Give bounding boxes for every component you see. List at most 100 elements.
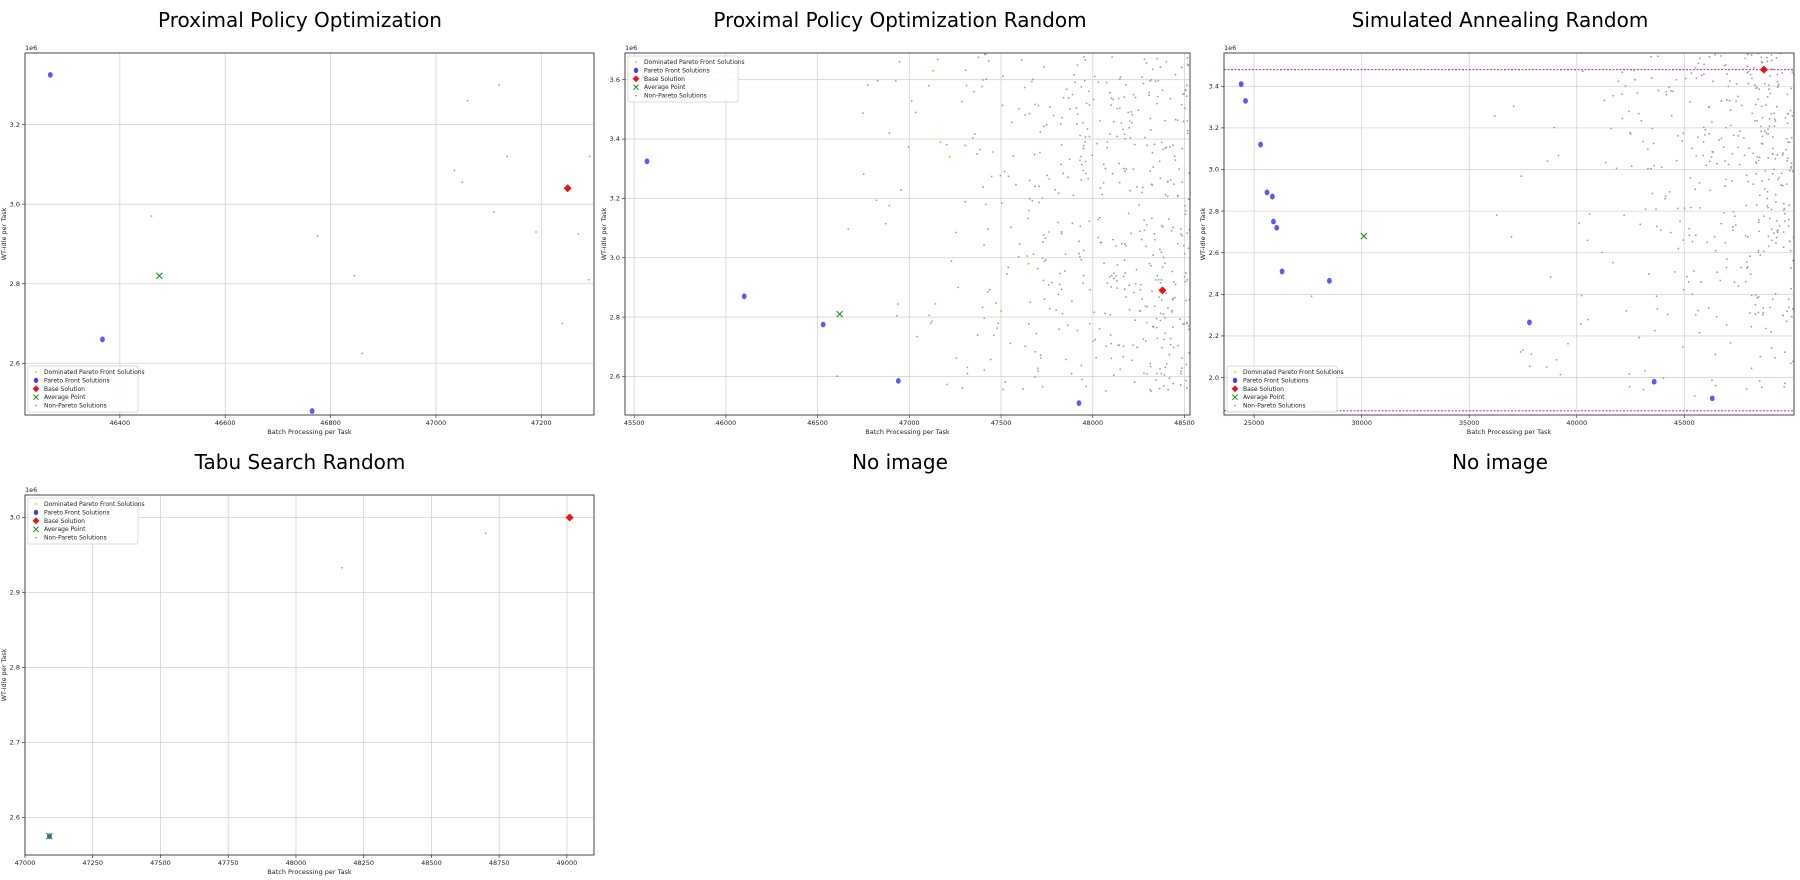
non-pareto-point xyxy=(1683,207,1686,210)
non-pareto-point xyxy=(1158,248,1161,251)
non-pareto-point xyxy=(1788,240,1791,243)
non-pareto-point xyxy=(1162,226,1164,228)
non-pareto-point xyxy=(1184,88,1187,91)
non-pareto-point xyxy=(1159,281,1162,284)
non-pareto-point xyxy=(1765,56,1768,59)
non-pareto-point xyxy=(1059,272,1062,275)
non-pareto-point xyxy=(1078,240,1081,243)
non-pareto-point xyxy=(1163,374,1166,376)
non-pareto-point xyxy=(1754,313,1757,315)
non-pareto-point xyxy=(1776,229,1779,232)
non-pareto-point xyxy=(1158,296,1161,298)
non-pareto-point xyxy=(1115,245,1117,247)
non-pareto-point xyxy=(1164,366,1167,369)
non-pareto-point xyxy=(1731,229,1734,232)
non-pareto-point xyxy=(1184,107,1186,110)
non-pareto-point xyxy=(1758,219,1760,221)
non-pareto-point xyxy=(1757,249,1760,252)
y-tick-label: 3.2 xyxy=(1209,124,1219,132)
non-pareto-point xyxy=(1702,141,1705,143)
non-pareto-point xyxy=(1778,224,1781,227)
non-pareto-point xyxy=(1688,234,1691,237)
non-pareto-point xyxy=(1782,202,1785,205)
non-pareto-point xyxy=(1756,296,1759,299)
non-pareto-point xyxy=(561,322,564,325)
x-tick-label: 47500 xyxy=(991,419,1012,427)
non-pareto-point xyxy=(1109,313,1112,316)
non-pareto-point xyxy=(1732,210,1735,213)
non-pareto-point xyxy=(1151,290,1153,293)
non-pareto-point xyxy=(1085,102,1088,105)
non-pareto-point xyxy=(1774,356,1776,359)
non-pareto-point xyxy=(1760,386,1763,389)
non-pareto-point xyxy=(1159,367,1161,370)
pareto-point xyxy=(1243,97,1248,104)
non-pareto-point xyxy=(1047,283,1050,286)
non-pareto-point xyxy=(1708,55,1711,58)
base-solution-point xyxy=(565,513,574,522)
non-pareto-point xyxy=(1628,373,1631,375)
non-pareto-point xyxy=(1770,330,1773,333)
non-pareto-point xyxy=(1109,91,1111,94)
non-pareto-point xyxy=(1787,218,1790,221)
non-pareto-point xyxy=(1186,387,1188,390)
non-pareto-point xyxy=(1156,337,1159,340)
y-tick-label: 2.6 xyxy=(1209,249,1219,257)
non-pareto-point xyxy=(1139,230,1141,233)
non-pareto-point xyxy=(1150,265,1152,267)
non-pareto-point xyxy=(1759,254,1762,257)
non-pareto-point xyxy=(1116,287,1119,290)
non-pareto-point xyxy=(1116,135,1119,138)
non-pareto-point xyxy=(1034,376,1036,379)
non-pareto-point xyxy=(1068,158,1071,161)
non-pareto-point xyxy=(1546,160,1549,163)
non-pareto-point xyxy=(1155,372,1158,375)
non-pareto-point xyxy=(1111,172,1114,175)
non-pareto-point xyxy=(1139,283,1142,286)
non-pareto-point xyxy=(1040,357,1042,359)
non-pareto-point xyxy=(1785,138,1788,140)
non-pareto-point xyxy=(1578,222,1580,225)
non-pareto-point xyxy=(1716,162,1718,165)
non-pareto-point xyxy=(1065,88,1068,91)
non-pareto-point xyxy=(1767,206,1769,209)
non-pareto-point xyxy=(1610,127,1613,130)
non-pareto-point xyxy=(976,334,979,336)
non-pareto-point xyxy=(1510,235,1513,238)
non-pareto-point xyxy=(1660,166,1663,169)
non-pareto-point xyxy=(1768,88,1770,91)
non-pareto-point xyxy=(1097,236,1100,239)
non-pareto-point xyxy=(1151,68,1154,71)
non-pareto-point xyxy=(907,145,910,148)
non-pareto-point xyxy=(1750,367,1753,370)
non-pareto-point xyxy=(1688,227,1691,230)
non-pareto-point xyxy=(1694,188,1697,191)
non-pareto-point xyxy=(1095,356,1098,359)
non-pareto-point xyxy=(1060,144,1063,146)
non-pareto-point xyxy=(1112,98,1115,101)
non-pareto-point xyxy=(1156,57,1159,60)
non-pareto-point xyxy=(1662,377,1665,380)
non-pareto-point xyxy=(1034,103,1037,106)
non-pareto-point xyxy=(1111,56,1114,58)
non-pareto-point xyxy=(1751,112,1754,115)
legend-label-average: Average Point xyxy=(44,526,86,533)
non-pareto-point xyxy=(1177,344,1180,347)
non-pareto-point xyxy=(1770,59,1773,62)
non-pareto-point xyxy=(1782,231,1785,234)
non-pareto-point xyxy=(1493,115,1496,118)
non-pareto-point xyxy=(1030,80,1033,83)
non-pareto-point xyxy=(1149,362,1152,365)
legend-label-base: Base Solution xyxy=(644,76,685,83)
non-pareto-point xyxy=(1639,223,1642,226)
non-pareto-point xyxy=(875,199,878,202)
pareto-point xyxy=(100,336,105,343)
non-pareto-point xyxy=(1129,136,1132,139)
non-pareto-point xyxy=(1621,117,1624,120)
non-pareto-point xyxy=(999,174,1002,177)
non-pareto-point xyxy=(1041,385,1044,388)
non-pareto-point xyxy=(836,375,839,378)
non-pareto-point xyxy=(1748,312,1751,314)
legend-average-marker xyxy=(33,394,39,401)
non-pareto-point xyxy=(1174,118,1177,121)
